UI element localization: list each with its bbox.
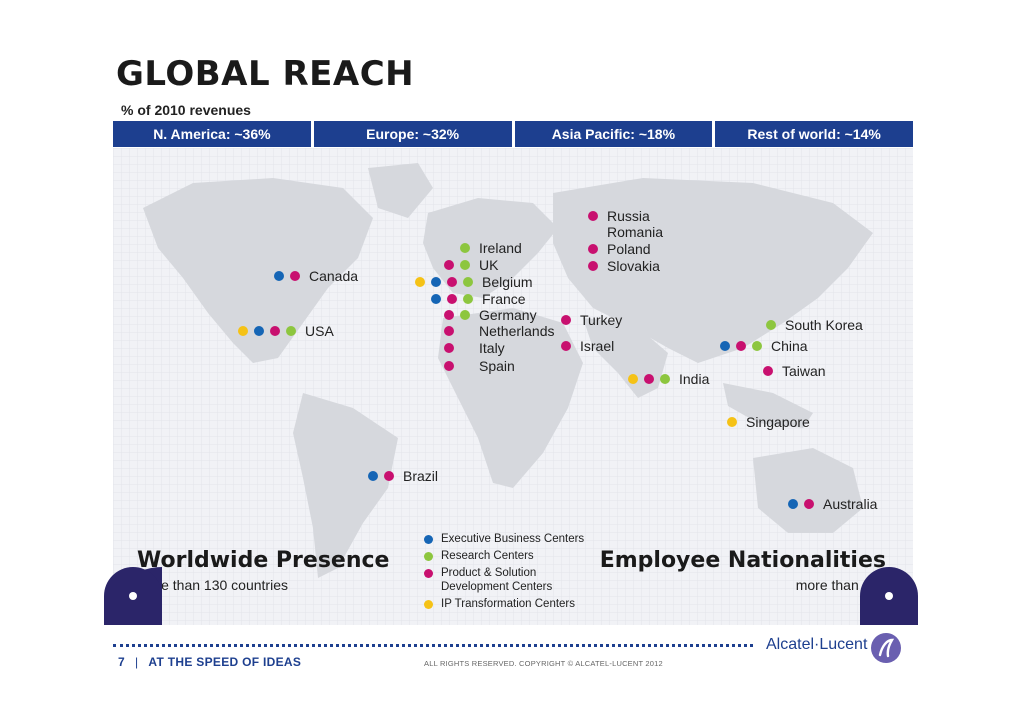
ip-dot-icon	[727, 417, 737, 427]
research-dot-icon	[460, 310, 470, 320]
region-europe: Europe: ~32%	[313, 121, 512, 147]
product-dot-icon	[424, 569, 433, 578]
footer-separator: |	[134, 655, 139, 669]
country-slovakia: Slovakia	[588, 258, 660, 274]
research-dot-icon	[766, 320, 776, 330]
product-dot-icon	[444, 326, 454, 336]
legend-item-executive: Executive Business Centers	[424, 532, 584, 546]
legend: Executive Business Centers Research Cent…	[424, 532, 584, 614]
country-singapore: Singapore	[727, 414, 810, 430]
country-belgium: Belgium	[415, 274, 533, 290]
brand-name: Alcatel·Lucent	[766, 636, 868, 653]
country-netherlands: Netherlands	[444, 323, 555, 339]
legend-item-research: Research Centers	[424, 549, 584, 563]
research-dot-icon	[752, 341, 762, 351]
footer-left: 7 | AT THE SPEED OF IDEAS	[118, 655, 301, 669]
region-bar: N. America: ~36% Europe: ~32% Asia Pacif…	[113, 121, 913, 147]
country-france: France	[431, 291, 526, 307]
country-india: India	[628, 371, 709, 387]
ip-dot-icon	[238, 326, 248, 336]
country-poland: Poland	[588, 241, 651, 257]
country-usa: USA	[238, 323, 334, 339]
executive-dot-icon	[254, 326, 264, 336]
product-dot-icon	[270, 326, 280, 336]
country-brazil: Brazil	[368, 468, 438, 484]
country-australia: Australia	[788, 496, 877, 512]
country-canada: Canada	[274, 268, 358, 284]
tagline: AT THE SPEED OF IDEAS	[148, 655, 302, 669]
executive-dot-icon	[431, 294, 441, 304]
country-china: China	[720, 338, 808, 354]
country-germany: Germany	[444, 307, 537, 323]
research-dot-icon	[424, 552, 433, 561]
country-israel: Israel	[561, 338, 614, 354]
product-dot-icon	[588, 261, 598, 271]
executive-dot-icon	[368, 471, 378, 481]
research-dot-icon	[463, 277, 473, 287]
copyright: ALL RIGHTS RESERVED. COPYRIGHT © ALCATEL…	[424, 659, 663, 668]
country-south-korea: South Korea	[766, 317, 863, 333]
country-ireland: Ireland	[460, 240, 522, 256]
alcatel-lucent-logo-icon	[871, 633, 901, 663]
ip-dot-icon	[424, 600, 433, 609]
product-dot-icon	[447, 294, 457, 304]
executive-dot-icon	[274, 271, 284, 281]
product-dot-icon	[384, 471, 394, 481]
region-asia-pacific: Asia Pacific: ~18%	[514, 121, 713, 147]
product-dot-icon	[561, 341, 571, 351]
country-russia: Russia	[588, 208, 650, 224]
product-dot-icon	[290, 271, 300, 281]
country-uk: UK	[444, 257, 498, 273]
region-north-america: N. America: ~36%	[113, 121, 311, 147]
product-dot-icon	[444, 361, 454, 371]
world-map: Russia Romania Poland Slovakia Ireland U…	[113, 148, 913, 625]
country-romania: Romania	[607, 224, 664, 240]
legend-item-product: Product & Solution Development Centers	[424, 566, 584, 594]
executive-dot-icon	[424, 535, 433, 544]
country-taiwan: Taiwan	[763, 363, 826, 379]
country-italy: Italy	[444, 340, 505, 356]
footer-divider	[113, 644, 753, 647]
region-rest-of-world: Rest of world: ~14%	[715, 121, 913, 147]
legend-item-ip: IP Transformation Centers	[424, 597, 584, 611]
product-dot-icon	[804, 499, 814, 509]
page-number: 7	[118, 655, 125, 669]
research-dot-icon	[286, 326, 296, 336]
product-dot-icon	[561, 315, 571, 325]
country-turkey: Turkey	[561, 312, 622, 328]
ip-dot-icon	[628, 374, 638, 384]
product-dot-icon	[588, 244, 598, 254]
research-dot-icon	[660, 374, 670, 384]
product-dot-icon	[447, 277, 457, 287]
employee-nationalities-title: Employee Nationalities	[599, 548, 886, 573]
research-dot-icon	[463, 294, 473, 304]
executive-dot-icon	[431, 277, 441, 287]
worldwide-presence-subtitle: more than 130 countries	[137, 577, 288, 593]
product-dot-icon	[444, 310, 454, 320]
right-corner-decoration	[860, 567, 918, 625]
product-dot-icon	[736, 341, 746, 351]
worldwide-presence-title: Worldwide Presence	[137, 548, 390, 573]
product-dot-icon	[588, 211, 598, 221]
executive-dot-icon	[788, 499, 798, 509]
research-dot-icon	[460, 260, 470, 270]
executive-dot-icon	[720, 341, 730, 351]
research-dot-icon	[460, 243, 470, 253]
left-corner-decoration	[104, 567, 162, 625]
ip-dot-icon	[415, 277, 425, 287]
product-dot-icon	[444, 343, 454, 353]
product-dot-icon	[763, 366, 773, 376]
product-dot-icon	[444, 260, 454, 270]
country-spain: Spain	[444, 358, 515, 374]
page-subtitle: % of 2010 revenues	[121, 102, 251, 118]
product-dot-icon	[644, 374, 654, 384]
world-map-background	[113, 148, 913, 625]
page-title: GLOBAL REACH	[116, 54, 415, 94]
